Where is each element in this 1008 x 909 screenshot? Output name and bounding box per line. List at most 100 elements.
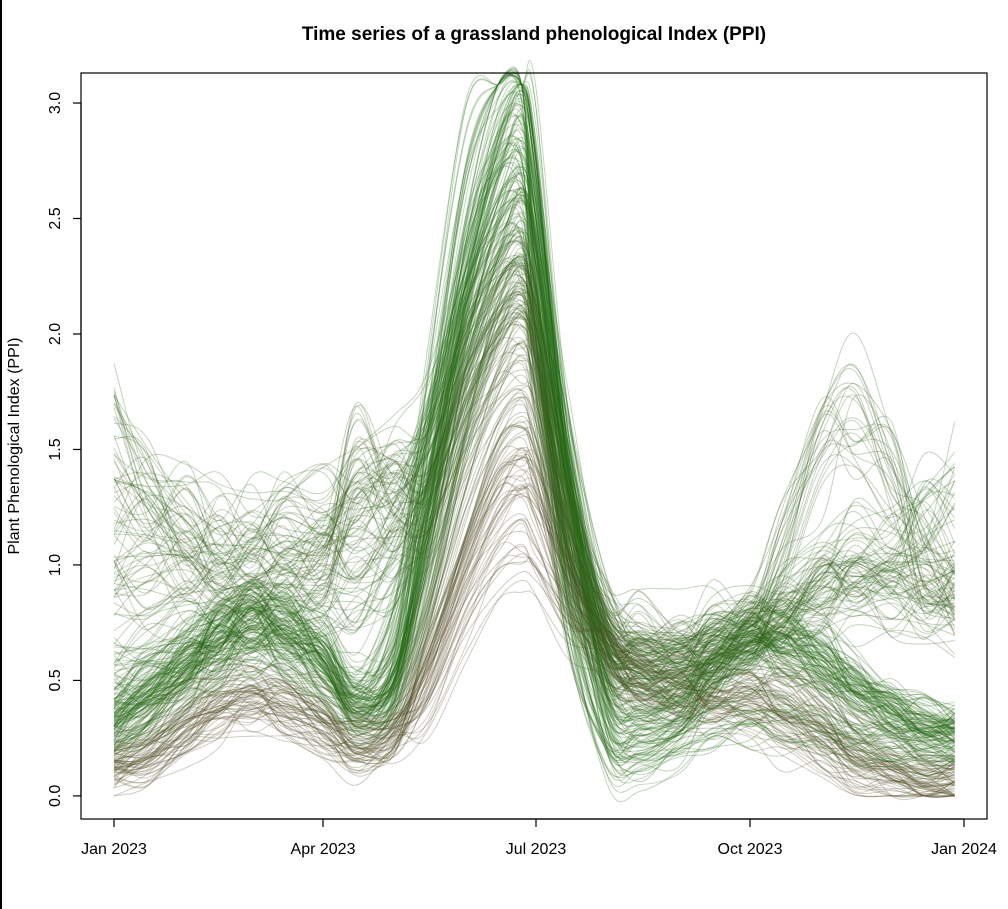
series-line (113, 260, 955, 779)
series-line (113, 130, 956, 783)
series-line (113, 338, 955, 771)
series-line (113, 142, 956, 671)
series-line (113, 342, 955, 757)
series-line (113, 513, 955, 787)
y-tick-label: 1.5 (47, 438, 64, 460)
series-line (113, 456, 955, 777)
series-line (113, 426, 955, 786)
series-line (113, 75, 955, 762)
series-line (113, 476, 955, 798)
series-line (113, 279, 956, 670)
series-line (113, 112, 955, 746)
x-tick-label: Apr 2023 (291, 841, 356, 858)
series-line (113, 254, 955, 730)
series-line (113, 344, 955, 766)
series-line (113, 351, 955, 667)
x-tick-label: Oct 2023 (718, 841, 783, 858)
series-line (113, 157, 956, 625)
series-line (113, 165, 955, 776)
series-line (113, 396, 955, 776)
series-line (113, 262, 955, 742)
series-line (113, 146, 955, 730)
series-line (113, 108, 955, 735)
series-line (113, 312, 956, 647)
series-line (113, 382, 956, 634)
series-line (113, 420, 955, 788)
series-line (113, 79, 955, 773)
series-line (113, 476, 955, 788)
series-line (113, 307, 956, 678)
series-line (113, 285, 956, 696)
series-line (113, 456, 955, 784)
series-line (113, 89, 956, 740)
series-line (113, 144, 955, 766)
series-line (113, 359, 955, 776)
series-line (113, 273, 955, 664)
series-line (113, 360, 955, 797)
series-line (113, 220, 955, 735)
series-line (113, 256, 956, 763)
series-line (113, 247, 955, 767)
series-line (113, 177, 956, 706)
series-line (113, 71, 956, 724)
series-line (113, 290, 955, 742)
series-line (113, 306, 956, 671)
series-line (113, 211, 955, 722)
series-line (113, 452, 955, 785)
series-line (113, 254, 955, 657)
series-line (113, 83, 955, 738)
series-line (113, 191, 955, 737)
chart-title: Time series of a grassland phenological … (302, 24, 766, 45)
series-line (113, 108, 955, 749)
series-line (113, 233, 955, 674)
series-line (113, 311, 955, 735)
series-line (113, 397, 955, 771)
series-line (113, 449, 955, 784)
series-line (113, 236, 955, 737)
series-line (113, 560, 955, 771)
series-line (113, 93, 955, 756)
series-line (113, 354, 955, 688)
series-line (113, 282, 955, 760)
y-tick-label: 0.5 (47, 669, 64, 691)
series-line (113, 227, 955, 676)
series-line (113, 458, 955, 774)
series-line (113, 180, 955, 756)
series-line (113, 257, 955, 772)
series-line (113, 299, 955, 741)
series-line (113, 190, 955, 688)
series-line (113, 151, 955, 750)
series-line (113, 294, 955, 768)
series-line (113, 425, 955, 788)
series-line (113, 280, 955, 747)
series-line (113, 149, 955, 764)
series-line (113, 467, 955, 797)
series-line (113, 342, 955, 798)
series-line (113, 213, 955, 727)
series-line (113, 123, 955, 743)
series-line (113, 187, 956, 684)
series-line (113, 59, 955, 737)
series-line (113, 166, 956, 657)
series-line (113, 198, 955, 760)
series-line (113, 385, 955, 787)
series-line (113, 172, 955, 723)
series-line (113, 313, 955, 669)
series-line (113, 240, 956, 656)
series-line (113, 172, 955, 665)
series-line (113, 141, 955, 749)
series-line (113, 518, 955, 771)
series-line (113, 426, 955, 798)
series-line (113, 446, 955, 795)
series-line (113, 369, 956, 672)
series-line (113, 66, 955, 787)
series-line (113, 222, 955, 762)
series-line (113, 456, 955, 801)
series-line (113, 114, 955, 740)
series-line (113, 321, 956, 696)
series-line (113, 553, 955, 797)
series-line (113, 259, 955, 664)
series-line (113, 200, 956, 634)
series-line (113, 69, 955, 749)
